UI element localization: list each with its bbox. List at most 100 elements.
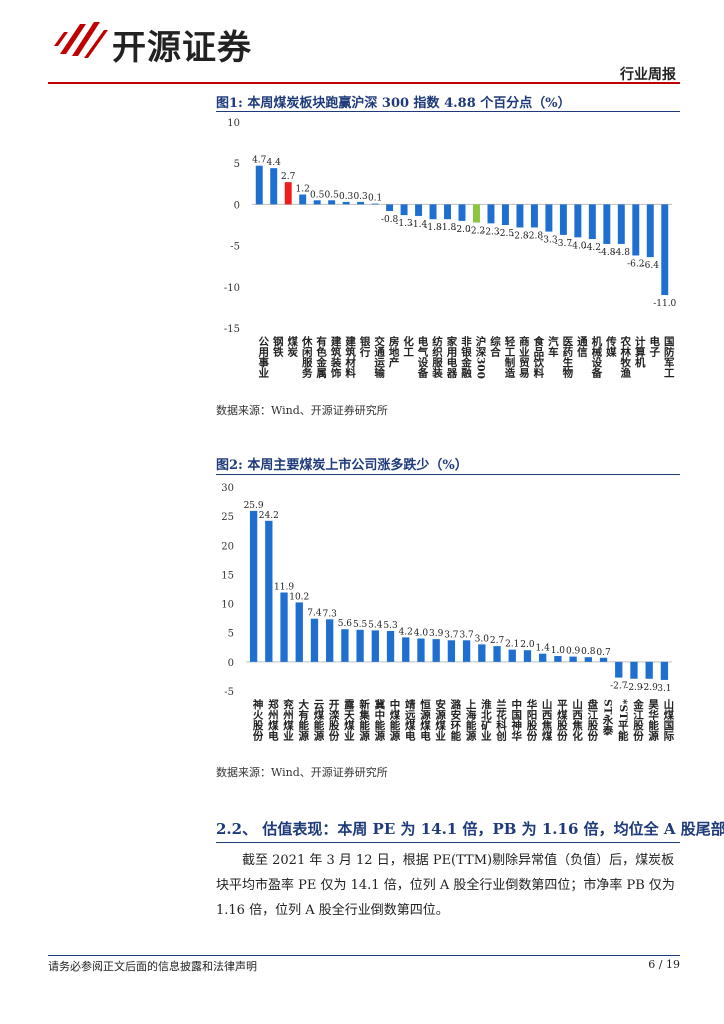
bar — [530, 204, 538, 228]
y-tick-label: 5 — [234, 159, 240, 170]
bar — [661, 204, 669, 296]
y-tick-label: 10 — [221, 600, 234, 611]
bar — [660, 661, 669, 680]
category-label: 银行 — [359, 335, 371, 358]
data-label: 0.7 — [596, 648, 611, 658]
data-label: 2.7 — [490, 636, 505, 646]
category-label: 神火股份 — [252, 698, 264, 742]
bar — [400, 204, 408, 216]
category-label: 靖远煤电 — [404, 698, 416, 742]
category-label: 房地产 — [388, 335, 400, 368]
data-label: 2.0 — [520, 640, 535, 650]
category-label: 纺织服装 — [431, 335, 443, 379]
data-label: -4.8 — [598, 248, 616, 258]
category-label: 化工 — [402, 335, 414, 357]
data-label: -2.7 — [610, 682, 628, 692]
bar — [280, 592, 288, 662]
data-label: 7.4 — [307, 609, 322, 619]
figure1-title-rule — [216, 111, 680, 112]
bar — [574, 204, 582, 238]
y-tick-label: 0 — [228, 658, 234, 669]
data-label: 1.0 — [551, 646, 566, 656]
document-type: 行业周报 — [620, 67, 676, 83]
bar — [645, 661, 653, 679]
y-tick-label: 10 — [227, 118, 240, 129]
category-label: 食品饮料 — [532, 335, 544, 379]
category-label: *ST平能 — [617, 699, 629, 742]
data-label: 7.3 — [323, 609, 338, 619]
category-label: 盘江股份 — [586, 698, 598, 742]
data-label: 11.9 — [274, 582, 294, 592]
data-label: 3.7 — [459, 630, 474, 640]
bar — [545, 204, 553, 232]
bar — [603, 204, 611, 244]
bar — [295, 602, 303, 662]
category-label: 冀中能源 — [373, 698, 385, 742]
bar — [617, 204, 625, 244]
category-label: 轻工制造 — [503, 335, 515, 379]
data-label: 0.3 — [339, 192, 354, 202]
category-label: 中煤能源 — [389, 698, 401, 742]
figure2-source: 数据来源：Wind、开源证券研究所 — [216, 766, 388, 779]
bar — [284, 182, 292, 205]
figure2-title-rule — [216, 474, 680, 475]
data-label: -3.3 — [540, 236, 558, 246]
data-label: -6.2 — [627, 259, 644, 269]
data-label: 3.9 — [429, 629, 444, 639]
category-label: 沪深300 — [474, 335, 486, 379]
category-label: 露天煤业 — [343, 698, 355, 741]
bar — [501, 204, 509, 225]
data-label: 4.0 — [414, 629, 429, 639]
data-label: 10.2 — [289, 592, 309, 602]
bar — [646, 204, 654, 258]
data-label: 3.7 — [444, 630, 459, 640]
page-number: 6 / 19 — [648, 958, 680, 971]
figure1-bar-chart: 10 5 0 -5 -10 -15 4.7 公用事业 4.4 钢铁 2.7 煤炭 1.2 休闲服务 0.5 有… — [224, 118, 677, 379]
data-label: -2.8 — [511, 231, 529, 241]
data-label: -1.3 — [395, 219, 413, 229]
bar — [328, 200, 336, 205]
bar — [615, 661, 623, 678]
bar — [255, 165, 263, 205]
data-label: 3.0 — [475, 634, 490, 644]
company-name: 开源证券 — [112, 28, 252, 68]
data-label: 2.7 — [281, 172, 296, 182]
category-label: 大有能源 — [297, 698, 309, 742]
category-label: 通信 — [576, 336, 588, 358]
data-label: -11.0 — [653, 299, 676, 309]
y-tick-label: -5 — [224, 687, 234, 698]
y-tick-label: 20 — [221, 541, 234, 552]
bar — [630, 661, 638, 679]
category-label: 郑州煤电 — [267, 698, 279, 742]
data-label: 25.9 — [244, 501, 264, 511]
data-label: -2.3 — [482, 227, 500, 237]
category-label: 休闲服务 — [301, 335, 313, 379]
bar — [402, 637, 410, 662]
data-label: -2.9 — [625, 683, 643, 693]
bar — [326, 619, 334, 662]
bar — [559, 204, 567, 235]
bar — [356, 629, 364, 662]
y-tick-label: 30 — [221, 483, 234, 494]
footer-disclaimer: 请务必参阅正文后面的信息披露和法律声明 — [48, 960, 257, 973]
category-label: 交通运输 — [373, 335, 385, 379]
bar — [462, 640, 471, 662]
data-label: -1.4 — [410, 220, 428, 230]
y-tick-label: -10 — [224, 283, 240, 294]
data-label: -2.2 — [468, 227, 485, 237]
bar — [523, 650, 532, 662]
category-label: 昊华能源 — [647, 699, 659, 742]
data-label: 1.4 — [536, 644, 551, 654]
data-label: -3.7 — [555, 239, 573, 249]
data-label: -1.8 — [439, 223, 457, 233]
category-label: 安源煤业 — [434, 698, 446, 741]
category-label: 综合 — [489, 335, 501, 358]
header-divider — [48, 82, 680, 84]
bar — [342, 201, 350, 205]
data-label: -1.8 — [424, 223, 442, 233]
category-label: 建筑装饰 — [330, 335, 342, 379]
data-label: 5.3 — [383, 621, 398, 631]
data-label: -2.8 — [526, 231, 544, 241]
section-title: 2.2、 估值表现：本周 PE 为 14.1 倍，PB 为 1.16 倍，均位全… — [216, 820, 724, 838]
category-label: 煤炭 — [286, 335, 298, 358]
